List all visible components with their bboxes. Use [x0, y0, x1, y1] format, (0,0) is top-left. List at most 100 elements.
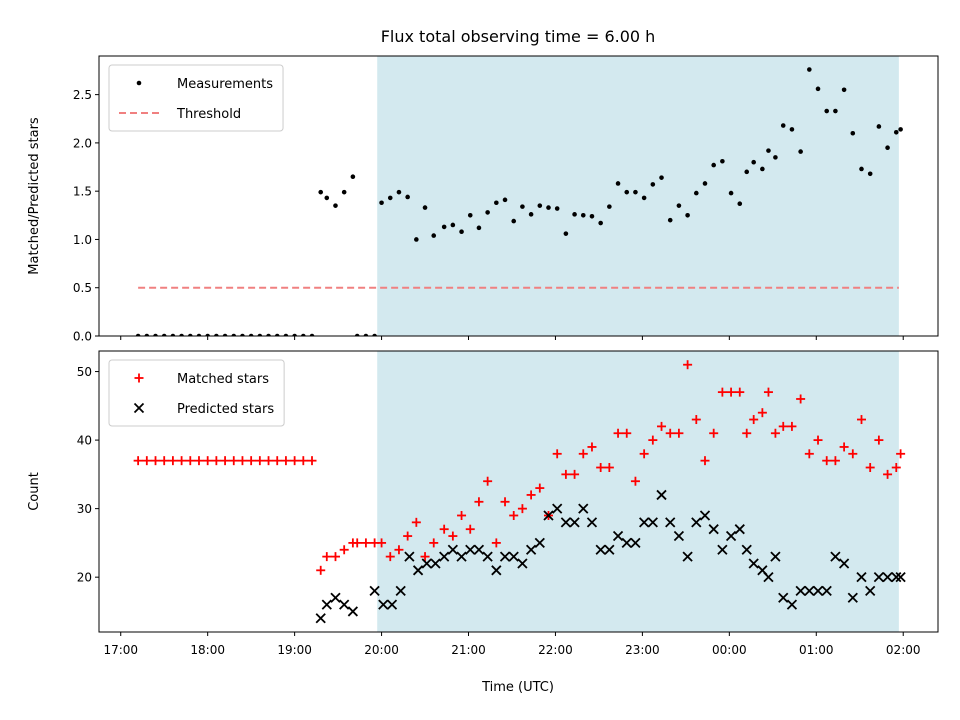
data-point — [633, 189, 638, 195]
data-point-plus — [194, 456, 204, 466]
data-point — [222, 333, 228, 336]
data-point — [641, 195, 647, 201]
data-point-x — [421, 558, 432, 569]
data-point — [702, 181, 708, 186]
data-point-plus — [185, 456, 195, 466]
x-tick-label: 17:00 — [103, 643, 138, 657]
data-point — [824, 108, 830, 114]
data-point-plus — [709, 428, 719, 438]
data-point-plus — [856, 415, 866, 425]
y-axis-label: Count — [27, 472, 42, 511]
data-point-plus — [168, 456, 178, 466]
y-tick-label: 1.5 — [73, 185, 92, 199]
data-point-plus — [159, 456, 169, 466]
legend-label: Matched stars — [177, 372, 269, 387]
data-point-plus — [394, 545, 404, 555]
data-point — [350, 174, 356, 179]
data-point — [773, 155, 778, 160]
data-point-x — [795, 585, 806, 597]
data-point — [789, 127, 795, 132]
legend-box — [108, 64, 284, 132]
data-point-x — [578, 503, 589, 514]
data-point-x — [856, 572, 867, 583]
data-point-x — [525, 544, 537, 555]
observing-window-shade — [377, 56, 899, 336]
data-point-plus — [339, 545, 349, 555]
data-point-plus — [474, 497, 484, 507]
data-point — [354, 333, 360, 336]
data-point-x — [499, 551, 511, 562]
legend-label: Measurements — [177, 77, 273, 92]
data-point-x — [604, 544, 615, 555]
data-point — [520, 204, 525, 209]
legend-label: Threshold — [176, 107, 241, 122]
data-point — [720, 158, 725, 164]
data-point-plus — [796, 394, 806, 404]
data-point-x — [612, 530, 624, 542]
data-point — [760, 166, 765, 172]
data-point-x — [430, 558, 441, 569]
data-point-x — [552, 503, 563, 514]
data-point-x — [812, 585, 824, 597]
data-point-plus — [448, 531, 458, 541]
data-point-plus — [596, 463, 606, 473]
data-point-x — [395, 585, 406, 597]
data-point — [676, 203, 682, 208]
data-point-plus — [674, 428, 684, 438]
data-point-plus — [483, 476, 493, 486]
data-point — [422, 205, 428, 210]
data-point-plus — [134, 373, 144, 383]
data-point-x — [665, 517, 676, 528]
data-point — [372, 333, 377, 336]
panel-measurements-ratio: 0.0 0.5 1.0 1.5 2.0 2.5 Matched/Predicted star… — [27, 55, 939, 344]
data-point-plus — [465, 524, 475, 534]
data-point — [179, 333, 184, 336]
data-point — [659, 175, 664, 180]
data-point-plus — [220, 456, 230, 466]
y-tick-label: 1.0 — [73, 233, 92, 247]
data-point-plus — [839, 442, 849, 452]
data-point-x — [621, 537, 632, 549]
data-point-plus — [578, 449, 588, 459]
data-point-x — [821, 585, 832, 597]
data-point-x — [543, 510, 554, 521]
data-point-plus — [352, 538, 362, 548]
data-point — [283, 333, 289, 336]
data-point-x — [347, 606, 359, 617]
data-point-x — [682, 551, 693, 562]
data-point — [563, 231, 569, 236]
data-point — [405, 194, 410, 200]
data-point-plus — [509, 510, 519, 520]
data-point — [580, 213, 586, 218]
data-point-x — [891, 572, 902, 583]
y-tick-label: 2.0 — [73, 136, 92, 150]
data-point — [554, 206, 560, 211]
data-point-plus — [763, 387, 773, 397]
data-point-plus — [491, 538, 501, 548]
data-point — [598, 220, 603, 226]
data-point-x — [315, 613, 326, 624]
x-tick-label: 22:00 — [538, 643, 573, 657]
y-tick-label: 0.0 — [73, 330, 92, 344]
data-point — [431, 233, 437, 238]
data-point — [728, 190, 734, 196]
data-point-plus — [691, 415, 701, 425]
data-point — [144, 333, 150, 336]
data-point — [780, 123, 786, 128]
data-point-x — [847, 592, 858, 603]
data-point — [214, 333, 219, 336]
data-point-plus — [757, 408, 767, 418]
data-point-x — [770, 551, 781, 562]
data-point-x — [748, 558, 759, 569]
legend: Matched stars Predicted stars — [108, 359, 285, 427]
data-point-plus — [361, 538, 371, 548]
x-tick-label: 19:00 — [277, 643, 312, 657]
data-point-plus — [316, 565, 326, 575]
data-point — [485, 210, 490, 215]
data-point-plus — [561, 469, 571, 479]
data-point-x — [699, 510, 711, 521]
data-point-x — [725, 530, 737, 542]
data-point-plus — [822, 456, 832, 466]
data-point-plus — [439, 524, 449, 534]
data-point-x — [763, 572, 774, 583]
